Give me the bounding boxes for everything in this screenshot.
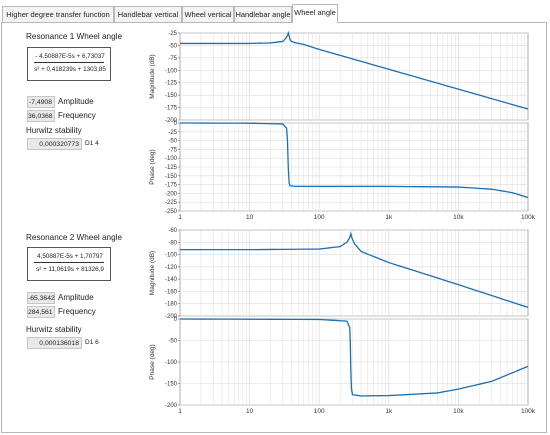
y-tick-label: -100 xyxy=(165,360,178,366)
resonance2-frequency-label: Frequency xyxy=(58,307,96,316)
y-axis-label: Magnitude (dB) xyxy=(149,251,156,295)
tab-wheel-vertical[interactable]: Wheel vertical xyxy=(182,6,234,22)
y-tick-label: -140 xyxy=(165,277,178,283)
y-tick-label: -50 xyxy=(168,139,177,145)
y-tick-label: -160 xyxy=(165,289,178,295)
resonance1-frequency-value: 36,0368 xyxy=(27,110,55,122)
y-tick-label: -100 xyxy=(165,68,178,74)
plot-mag2: -60 -80 -100 -120 -140 -160 -180 -200 Magnitude … xyxy=(149,228,529,320)
resonance2-denominator: s² + 11,0619s + 81326,9 xyxy=(36,266,104,273)
y-tick-label: -25 xyxy=(168,31,177,37)
series-line xyxy=(180,30,529,110)
x-tick-label: 1k xyxy=(385,214,393,221)
plot-area xyxy=(179,229,529,317)
resonance2-d-label: D1 6 xyxy=(85,339,99,346)
y-tick-label: -150 xyxy=(165,93,178,99)
y-tick-label: -100 xyxy=(165,156,178,162)
y-tick-label: -150 xyxy=(165,174,178,180)
y-tick-label: -50 xyxy=(168,339,177,345)
y-tick-label: -120 xyxy=(165,265,178,271)
y-tick-label: -25 xyxy=(168,130,177,136)
y-tick-label: -250 xyxy=(165,209,178,215)
y-tick-label: -150 xyxy=(165,382,178,388)
fraction-line xyxy=(34,62,104,63)
y-tick-label: -200 xyxy=(165,314,178,320)
y-tick-label: -175 xyxy=(165,183,178,189)
resonance1-amplitude-label: Amplitude xyxy=(58,97,94,106)
plot-area xyxy=(179,32,529,121)
resonance2-frequency-value: 284,561 xyxy=(27,306,55,318)
x-tick-label: 1k xyxy=(385,408,393,415)
y-tick-label: -175 xyxy=(165,106,178,112)
tab-wheel-angle[interactable]: Wheel angle xyxy=(292,4,338,23)
x-tick-label: 1 xyxy=(178,408,182,415)
resonance1-hurwitz-value: 0,000320773 xyxy=(27,138,82,150)
resonance2-transfer-function: 4,50887E-5s + 1,70797 s² + 11,0619s + 81… xyxy=(27,247,111,281)
series-line xyxy=(180,231,529,309)
series-line xyxy=(179,122,529,199)
resonance1-d-label: D1 4 xyxy=(85,140,99,147)
resonance1-hurwitz-label: Hurwitz stability xyxy=(26,126,82,135)
y-tick-label: -75 xyxy=(168,147,177,153)
resonance1-title: Resonance 1 Wheel angle xyxy=(26,32,123,41)
x-tick-label: 100 xyxy=(314,214,325,221)
resonance1-numerator: - 4,50887E-5s + 6,73037 xyxy=(35,53,105,60)
resonance2-hurwitz-label: Hurwitz stability xyxy=(26,325,82,334)
plot-mag1: -25 -50 -75 -100 -125 -150 -175 -200 Magnitude (… xyxy=(149,30,529,124)
resonance2-amplitude-value: -65,3642 xyxy=(27,292,55,304)
x-tick-label: 100 xyxy=(314,408,325,415)
x-tick-label: 100k xyxy=(521,408,536,415)
y-tick-label: -200 xyxy=(165,191,178,197)
resonance1-amplitude-value: -7,4908 xyxy=(27,96,55,108)
resonance2-hurwitz-value: 0,000136018 xyxy=(27,337,82,349)
tab-handlebar-angle[interactable]: Handlebar angle xyxy=(234,6,292,22)
y-axis-label: Phase (deg) xyxy=(149,149,156,184)
y-tick-label: -125 xyxy=(165,81,178,87)
resonance1-denominator: s² + 0,418239s + 1303,85 xyxy=(34,66,106,73)
y-tick-label: 0 xyxy=(174,121,178,127)
y-tick-label: -225 xyxy=(165,200,178,206)
y-axis-label: Phase (deg) xyxy=(149,344,156,379)
y-tick-label: -200 xyxy=(165,118,178,124)
resonance1-transfer-function: - 4,50887E-5s + 6,73037 s² + 0,418239s +… xyxy=(27,47,111,81)
resonance1-frequency-label: Frequency xyxy=(58,111,96,120)
y-axis-label: Magnitude (dB) xyxy=(149,54,156,98)
resonance2-title: Resonance 2 Wheel angle xyxy=(26,233,123,242)
x-tick-label: 100k xyxy=(521,214,536,221)
y-tick-label: -180 xyxy=(165,302,178,308)
x-tick-label: 10 xyxy=(246,408,254,415)
tab-bar: Higher degree transfer function Handleba… xyxy=(0,0,550,24)
series-line xyxy=(179,318,529,397)
x-tick-label: 10k xyxy=(453,214,464,221)
x-tick-label: 10 xyxy=(246,214,254,221)
y-tick-label: -125 xyxy=(165,165,178,171)
tab-higher-degree-transfer-function[interactable]: Higher degree transfer function xyxy=(2,6,114,22)
y-tick-label: -50 xyxy=(168,43,177,49)
x-tick-label: 10k xyxy=(453,408,464,415)
y-tick-label: 0 xyxy=(174,317,178,323)
fraction-line xyxy=(34,262,104,263)
y-tick-label: -200 xyxy=(165,403,178,409)
tab-handlebar-vertical[interactable]: Handlebar vertical xyxy=(114,6,182,22)
y-tick-label: -80 xyxy=(168,240,177,246)
resonance2-numerator: 4,50887E-5s + 1,70797 xyxy=(37,253,103,260)
y-tick-label: -60 xyxy=(168,228,177,234)
x-tick-label: 1 xyxy=(178,214,182,221)
y-tick-label: -75 xyxy=(168,56,177,62)
resonance2-amplitude-label: Amplitude xyxy=(58,293,94,302)
y-tick-label: -100 xyxy=(165,253,178,259)
